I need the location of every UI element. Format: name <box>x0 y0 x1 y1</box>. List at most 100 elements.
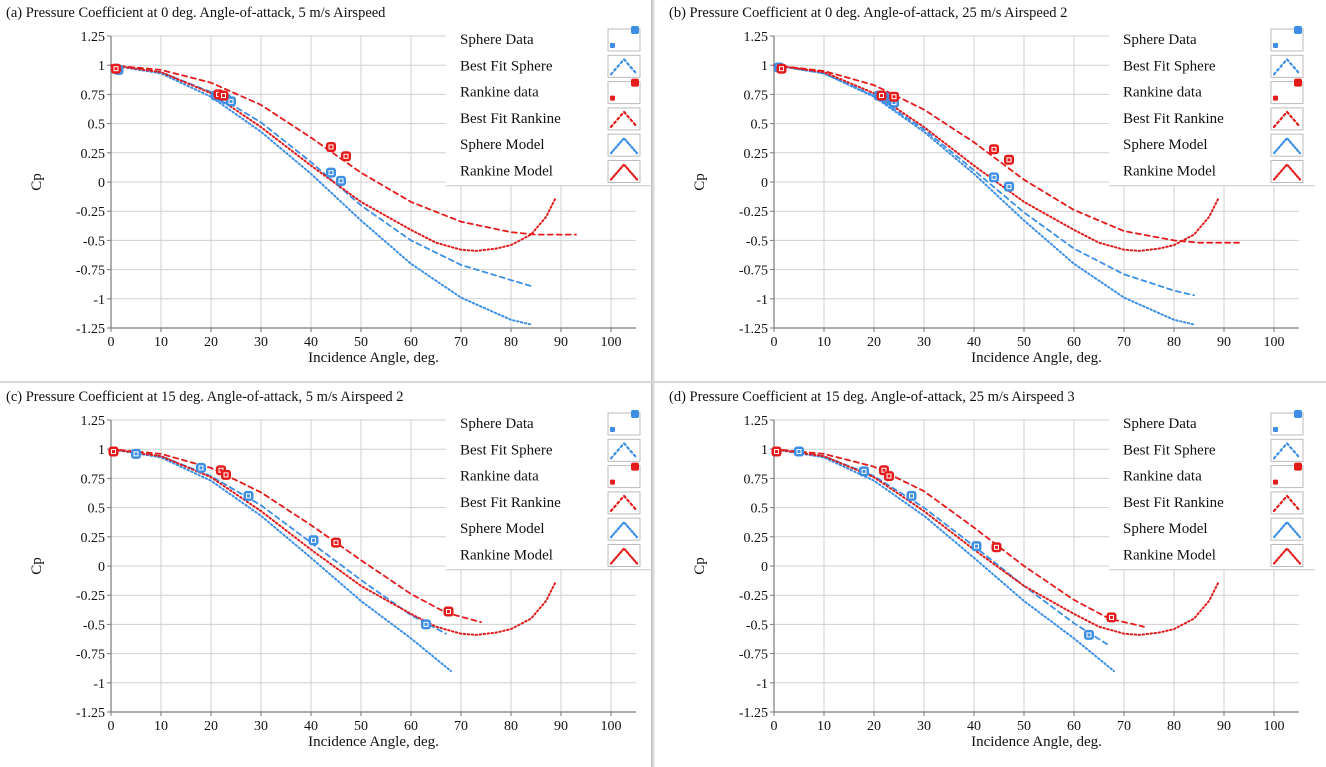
legend-swatch <box>1270 28 1304 52</box>
x-tick-label: 20 <box>867 335 881 350</box>
x-tick-label: 60 <box>1067 335 1081 350</box>
chart-svg: (c) Pressure Coefficient at 15 deg. Angl… <box>6 389 652 750</box>
legend-swatch <box>607 160 641 183</box>
x-tick-label: 0 <box>108 719 115 734</box>
marker-square <box>989 172 999 183</box>
x-axis-label: Incidence Angle, deg. <box>971 350 1102 366</box>
y-tick-label: -0.25 <box>739 205 768 220</box>
y-tick-label: 0.75 <box>81 472 106 487</box>
y-axis-label: Cp <box>29 173 45 191</box>
x-tick-label: 90 <box>554 719 568 734</box>
marker-square <box>308 535 319 546</box>
y-tick-label: 1 <box>98 59 105 74</box>
marker-center <box>111 449 116 455</box>
legend-line-sample <box>609 520 639 539</box>
y-tick-label: 1.25 <box>744 414 769 429</box>
marker-center <box>328 170 334 176</box>
marker-square <box>876 90 887 101</box>
data-point-rankine-data <box>108 446 119 457</box>
vertical-divider <box>651 0 655 767</box>
x-tick-label: 50 <box>354 335 368 350</box>
chart-panel-c: (c) Pressure Coefficient at 15 deg. Angl… <box>0 384 663 767</box>
x-tick-label: 80 <box>504 335 518 350</box>
y-tick-label: 0 <box>761 176 768 191</box>
legend-line-sample <box>1272 136 1302 155</box>
marker-square <box>1106 612 1117 623</box>
data-point-sphere-data <box>326 167 336 178</box>
legend-marker-small <box>610 43 615 48</box>
marker-square <box>906 490 917 501</box>
chart-title: (d) Pressure Coefficient at 15 deg. Angl… <box>669 389 1075 405</box>
marker-center <box>861 468 867 474</box>
legend-swatch <box>1270 81 1304 105</box>
y-tick-label: -0.5 <box>746 618 768 633</box>
y-axis-label: Cp <box>692 557 708 575</box>
marker-square <box>326 141 336 152</box>
x-tick-label: 60 <box>404 719 418 734</box>
legend-label: Sphere Model <box>460 521 545 537</box>
x-tick-label: 100 <box>601 719 622 734</box>
x-tick-label: 70 <box>1117 335 1131 350</box>
marker-center <box>891 94 897 100</box>
data-point-sphere-data <box>971 541 982 552</box>
legend-label: Best Fit Rankine <box>460 495 561 511</box>
marker-square <box>776 63 787 74</box>
y-tick-label: -1 <box>756 293 768 308</box>
series-line-best-fit-rankine <box>110 448 482 623</box>
legend-label: Sphere Data <box>460 416 534 432</box>
legend-swatch <box>607 133 641 157</box>
marker-square <box>326 167 336 178</box>
marker-square <box>111 63 121 74</box>
data-point-sphere-data <box>1084 629 1094 640</box>
marker-square <box>989 144 999 155</box>
marker-square <box>341 151 351 162</box>
legend-line-sample <box>609 494 639 512</box>
legend-line-sample <box>1272 520 1302 539</box>
legend-marker-large <box>1294 462 1302 471</box>
series-line-sphere-model <box>773 448 1115 673</box>
series-line-best-fit-sphere <box>773 64 1195 297</box>
marker-center <box>423 621 429 627</box>
data-point-sphere-data <box>336 175 346 186</box>
y-tick-label: 0.5 <box>751 502 769 517</box>
y-tick-label: 1.25 <box>744 30 769 45</box>
x-tick-label: 70 <box>454 719 468 734</box>
y-tick-label: 0.5 <box>88 502 106 517</box>
marker-square <box>991 542 1002 553</box>
y-tick-label: -0.25 <box>76 589 105 604</box>
chart-panel-a: (a) Pressure Coefficient at 0 deg. Angle… <box>0 0 663 383</box>
x-tick-label: 40 <box>967 335 981 350</box>
marker-square <box>443 606 454 617</box>
legend-background <box>446 26 652 186</box>
legend-swatch <box>607 438 641 462</box>
data-point-sphere-data <box>794 446 804 457</box>
x-tick-label: 20 <box>204 335 218 350</box>
y-tick-label: -0.5 <box>83 234 105 249</box>
marker-center <box>774 449 779 455</box>
marker-square <box>108 446 119 457</box>
marker-center <box>446 609 451 615</box>
series-line-sphere-model <box>773 64 1195 326</box>
data-point-rankine-data <box>889 91 899 102</box>
legend-line-sample <box>609 110 639 128</box>
marker-center <box>991 174 997 180</box>
x-tick-label: 0 <box>108 335 115 350</box>
marker-square <box>971 541 982 552</box>
data-point-sphere-data <box>308 535 319 546</box>
data-point-rankine-data <box>341 151 351 162</box>
marker-square <box>218 90 229 101</box>
y-tick-label: -1 <box>93 677 105 692</box>
legend-label: Rankine data <box>1123 85 1202 101</box>
x-tick-label: 50 <box>354 719 368 734</box>
x-tick-label: 30 <box>254 335 268 350</box>
marker-center <box>1006 157 1012 163</box>
data-point-sphere-data <box>196 462 206 473</box>
legend-line-sample <box>1272 57 1302 76</box>
legend-swatch <box>607 28 641 52</box>
data-point-rankine-data <box>331 537 341 548</box>
marker-center <box>221 93 226 99</box>
marker-center <box>1006 184 1012 190</box>
x-tick-label: 60 <box>1067 719 1081 734</box>
marker-center <box>779 66 784 72</box>
marker-center <box>223 472 229 478</box>
